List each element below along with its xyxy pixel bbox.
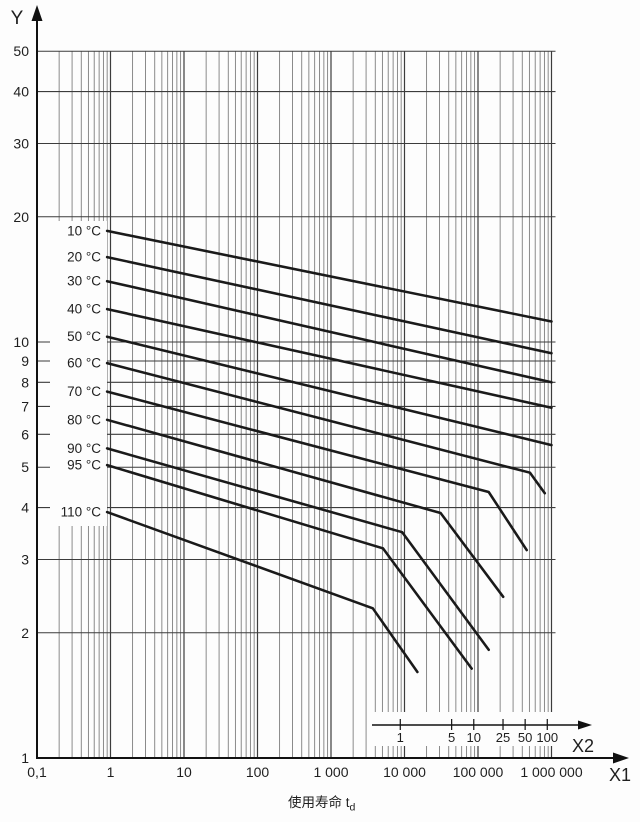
x1-tick-label: 1 000 bbox=[313, 764, 348, 780]
x1-arrowhead bbox=[613, 752, 629, 764]
x1-tick-label: 100 000 bbox=[453, 764, 504, 780]
y-tick-label: 20 bbox=[13, 209, 29, 225]
curve-80C bbox=[105, 418, 505, 599]
y-tick-label: 4 bbox=[21, 500, 29, 516]
curve-label: 40 °C bbox=[67, 302, 101, 317]
curve-label: 20 °C bbox=[67, 250, 101, 265]
y-tick-label: 8 bbox=[21, 374, 29, 390]
y-tick-label: 10 bbox=[13, 334, 29, 350]
curve-label: 110 °C bbox=[61, 505, 102, 520]
x1-axis-title: X1 bbox=[609, 765, 631, 785]
curve-label-mask bbox=[50, 221, 107, 526]
x2-tick-label: 25 bbox=[496, 730, 510, 745]
x2-tick-label: 50 bbox=[518, 730, 532, 745]
y-tick-label: 2 bbox=[21, 625, 29, 641]
x2-axis-mask bbox=[367, 712, 600, 746]
curve-label: 50 °C bbox=[67, 329, 101, 344]
curve-95C bbox=[105, 463, 473, 670]
x2-tick-label: 10 bbox=[467, 730, 481, 745]
y-tick-label: 7 bbox=[21, 398, 29, 414]
x1-tick-label: 1 bbox=[107, 764, 115, 780]
x1-tick-label: 10 bbox=[176, 764, 192, 780]
curve-20C bbox=[105, 255, 553, 355]
curve-label: 60 °C bbox=[67, 356, 101, 371]
x-axis-caption: 使用寿命 td bbox=[288, 794, 356, 814]
x1-tick-label: 100 bbox=[246, 764, 270, 780]
curve-30C bbox=[105, 279, 553, 384]
y-arrowhead bbox=[31, 5, 43, 21]
curve-label: 10 °C bbox=[67, 223, 101, 238]
y-tick-label: 6 bbox=[21, 426, 29, 442]
x1-tick-label: 10 000 bbox=[383, 764, 426, 780]
x2-axis: 1 5 10 25 50 100 X2 bbox=[372, 719, 594, 756]
x2-arrowhead bbox=[578, 720, 592, 730]
curve-label: 95 °C bbox=[67, 458, 101, 473]
x2-axis-title: X2 bbox=[572, 736, 594, 756]
y-tick-label: 9 bbox=[21, 353, 29, 369]
y-tick-label: 5 bbox=[21, 459, 29, 475]
x1-tick-label: 1 000 000 bbox=[520, 764, 582, 780]
curve-70C bbox=[105, 390, 528, 552]
y-tick-label: 30 bbox=[13, 136, 29, 152]
y-tick-label: 40 bbox=[13, 84, 29, 100]
y-tick-label: 50 bbox=[13, 43, 29, 59]
y-tick-label: 1 bbox=[21, 750, 29, 766]
log-grid bbox=[36, 50, 556, 758]
x2-tick-label: 1 bbox=[397, 730, 404, 745]
main-axes: Y X1 bbox=[11, 5, 631, 785]
curve-110C bbox=[105, 510, 419, 674]
curve-50C bbox=[105, 335, 553, 447]
y-axis-title: Y bbox=[11, 8, 24, 29]
curve-10C bbox=[105, 229, 553, 323]
curve-label: 80 °C bbox=[67, 412, 101, 427]
curve-90C bbox=[105, 447, 490, 652]
curve-60C bbox=[105, 361, 547, 495]
curve-40C bbox=[105, 307, 553, 409]
x1-tick-label: 0,1 bbox=[27, 764, 47, 780]
curve-label: 90 °C bbox=[67, 441, 101, 456]
y-tick-labels: 1 2 3 4 5 6 7 8 9 10 20 30 40 50 bbox=[13, 43, 29, 766]
x2-tick-label: 5 bbox=[448, 730, 455, 745]
x2-tick-label: 100 bbox=[536, 730, 558, 745]
y-tick-label: 3 bbox=[21, 552, 29, 568]
temperature-curves: 10 °C 20 °C 30 °C 40 °C 50 °C 60 °C 70 °C 80 °C… bbox=[61, 223, 553, 674]
x1-tick-labels: 0,1 1 10 100 1 000 10 000 100 000 1 000 000 bbox=[27, 764, 583, 780]
curve-label: 30 °C bbox=[67, 274, 101, 289]
curve-label: 70 °C bbox=[67, 384, 101, 399]
